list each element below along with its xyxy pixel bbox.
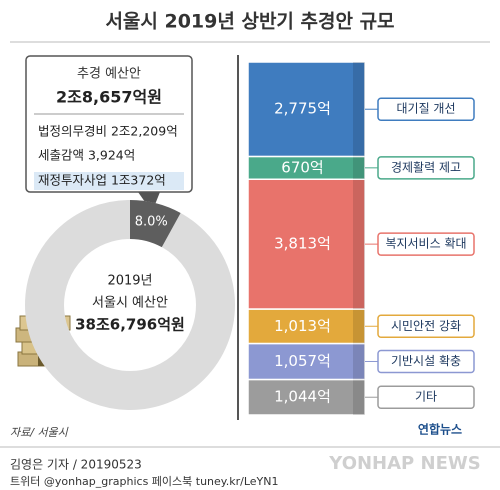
legend-box [377, 156, 475, 180]
bar-shade [353, 62, 365, 157]
bar-label: 670억 [281, 158, 323, 176]
legend-box [377, 349, 475, 374]
bar-segment [247, 378, 366, 416]
slice-label: 8.0% [135, 215, 168, 230]
legend-box [377, 97, 475, 121]
title: 서울시 2019년 상반기 추경안 규모 [105, 11, 394, 33]
center-label: 서울시 예산안 [92, 296, 168, 311]
legend-label: 경제활력 제고 [391, 160, 461, 174]
logo: 연합뉴스 [418, 422, 462, 437]
bar-label: 3,813억 [274, 235, 331, 253]
callout-title: 추경 예산안 [77, 67, 141, 82]
watermark: YONHAP NEWS [328, 453, 480, 474]
bar-segment [247, 178, 366, 310]
bar-shade [353, 309, 365, 344]
legend-label: 대기질 개선 [396, 102, 455, 116]
legend-box [377, 232, 475, 256]
bar-label: 1,013억 [274, 317, 331, 335]
legend-label: 복지서비스 확대 [385, 237, 466, 251]
byline: 김영은 기자 / 20190523 [10, 458, 142, 472]
legend-label: 시민안전 강화 [391, 319, 461, 333]
center-label: 2019년 [107, 274, 152, 289]
legend-box [377, 385, 475, 409]
callout-item: 법정의무경비 2조2,209억 [38, 124, 178, 139]
callout-item: 세출감액 3,924억 [38, 148, 135, 163]
callout-item: 재정투자사업 1조372억 [38, 173, 166, 188]
donut-slice [130, 200, 181, 248]
source: 자료/ 서울시 [10, 426, 69, 439]
bar-label: 1,057억 [274, 352, 331, 370]
bar-shade [353, 343, 365, 380]
highlight [34, 172, 184, 190]
bar-label: 1,044억 [274, 388, 331, 406]
legend-label: 기반시설 확충 [391, 354, 461, 368]
bar-shade [353, 179, 365, 310]
bar-segment [247, 61, 366, 158]
center-label: 38조6,796억원 [75, 316, 185, 334]
legend-label: 기타 [415, 390, 437, 404]
bar-shade [353, 379, 365, 415]
social: 트위터 @yonhap_graphics 페이스북 tuney.kr/LeYN1 [10, 475, 278, 488]
callout-total: 2조8,657억원 [56, 88, 162, 107]
bar-label: 2,775억 [274, 100, 331, 118]
bar-segment [247, 308, 366, 345]
callout-box [25, 55, 193, 193]
bar-shade [353, 156, 365, 180]
bar-segment [247, 342, 366, 381]
legend-box [377, 314, 475, 339]
